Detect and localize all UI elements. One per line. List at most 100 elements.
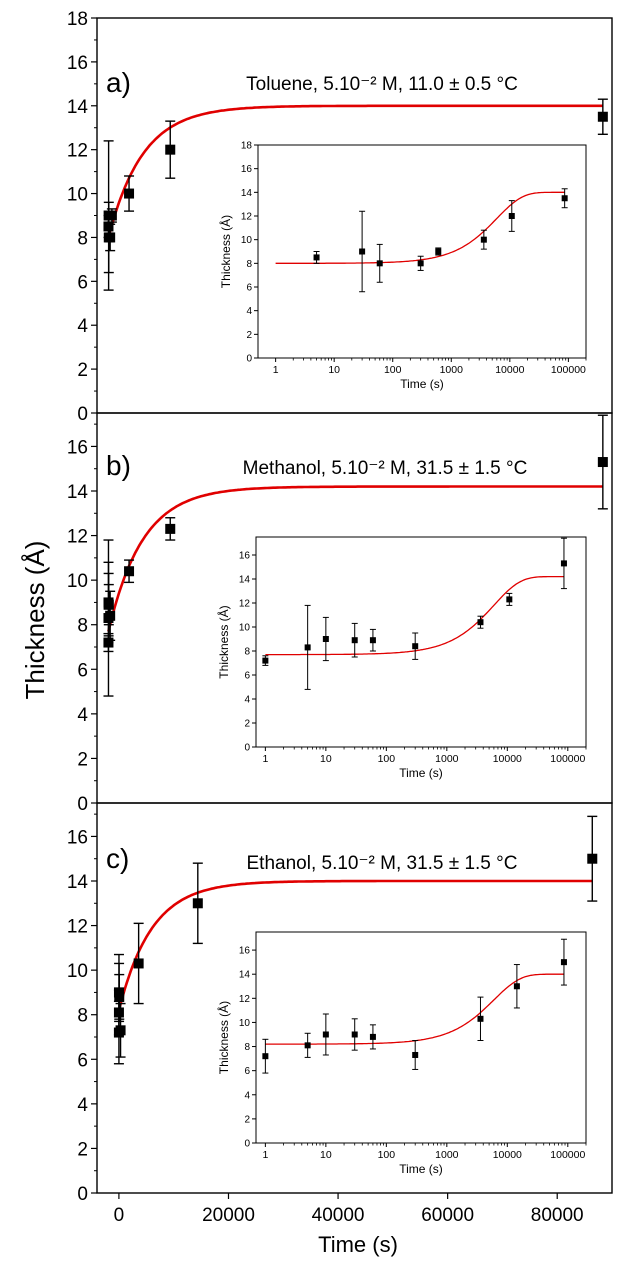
marker — [597, 111, 608, 122]
data-point — [124, 559, 135, 584]
inset-x-tick-label: 1 — [262, 1149, 268, 1161]
inset-data-point — [262, 655, 269, 666]
y-tick-label: 16 — [67, 53, 88, 74]
inset-y-tick-label: 14 — [241, 188, 253, 199]
inset-data-point — [435, 247, 442, 256]
inset-marker — [560, 959, 567, 966]
x-tick-label: 20000 — [202, 1205, 255, 1226]
marker — [114, 991, 125, 1002]
inset-marker — [313, 254, 320, 261]
inset-x-tick-label: 100 — [384, 364, 402, 376]
inset-data-point — [369, 628, 376, 652]
inset-x-tick-label: 10000 — [493, 753, 522, 765]
inset-data-point — [369, 1024, 376, 1050]
inset-xlabel: Time (s) — [400, 377, 444, 391]
inset-y-tick-label: 4 — [244, 695, 250, 706]
inset-y-tick-label: 2 — [244, 719, 250, 730]
data-point — [115, 1002, 126, 1058]
marker — [192, 898, 203, 909]
y-tick-label: 18 — [67, 9, 88, 30]
y-tick-label: 8 — [77, 1006, 88, 1027]
inset-2: 0 2 4 6 8 10 12 14 16 1 10 100 1000 10000 100000 Time (… — [216, 536, 587, 780]
figure-ylabel: Thickness (Å) — [20, 541, 50, 700]
data-point — [114, 973, 125, 1020]
inset-y-tick-label: 10 — [241, 235, 253, 246]
inset-xlabel: Time (s) — [399, 766, 443, 780]
panel-title: Ethanol, 5.10⁻² M, 31.5 ± 1.5 °C — [247, 853, 518, 874]
inset-y-tick-label: 16 — [239, 946, 251, 957]
y-tick-label: 14 — [67, 482, 89, 503]
fit-curve — [107, 485, 603, 632]
inset-data-point — [351, 622, 358, 658]
marker — [103, 599, 114, 610]
y-tick-label: 0 — [77, 794, 88, 815]
y-tick-label: 4 — [77, 1095, 88, 1116]
data-point — [124, 175, 135, 212]
panel-frame — [96, 802, 613, 1194]
marker — [124, 566, 135, 577]
panel-title: Methanol, 5.10⁻² M, 31.5 ± 1.5 °C — [243, 458, 528, 479]
inset-marker — [322, 1031, 329, 1038]
inset-3: 0 2 4 6 8 10 12 14 16 1 10 100 1000 10000 100000 Time (… — [216, 931, 587, 1176]
inset-x-tick-label: 10 — [328, 364, 340, 376]
y-tick-label: 10 — [67, 185, 88, 206]
inset-data-point — [351, 1018, 358, 1051]
y-tick-label: 0 — [77, 1184, 88, 1205]
inset-marker — [351, 1031, 358, 1038]
inset-marker — [376, 260, 383, 267]
inset-marker — [417, 260, 424, 267]
inset-x-tick-label: 100000 — [550, 1149, 585, 1161]
y-tick-label: 4 — [77, 705, 88, 726]
inset-x-tick-label: 10000 — [493, 1149, 522, 1161]
y-tick-label: 14 — [67, 872, 89, 893]
inset-marker — [508, 213, 515, 219]
y-tick-label: 12 — [67, 917, 88, 938]
inset-frame — [257, 144, 587, 359]
inset-data-point — [412, 1040, 419, 1070]
y-tick-label: 2 — [77, 749, 88, 770]
inset-y-tick-label: 4 — [246, 306, 252, 317]
inset-y-tick-label: 12 — [241, 212, 253, 223]
y-tick-label: 16 — [67, 827, 88, 848]
marker — [115, 1025, 126, 1036]
inset-marker — [477, 619, 484, 626]
inset-x-tick-label: 1 — [273, 364, 279, 376]
y-tick-label: 6 — [77, 272, 88, 293]
data-point — [165, 120, 176, 179]
inset-marker — [262, 657, 269, 664]
inset-data-point — [322, 616, 329, 662]
inset-ylabel: Thickness (Å) — [218, 215, 233, 288]
inset-x-tick-label: 100000 — [551, 364, 586, 376]
y-tick-label: 14 — [67, 97, 89, 118]
inset-marker — [560, 560, 567, 567]
inset-data-point — [304, 1032, 311, 1058]
inset-data-point — [506, 592, 513, 606]
inset-y-tick-label: 8 — [244, 1042, 250, 1053]
inset-1: 0 2 4 6 8 10 12 14 16 18 1 10 100 1000 10000 100000 Time… — [218, 141, 587, 391]
inset-y-tick-label: 6 — [246, 283, 252, 294]
marker — [587, 853, 598, 864]
inset-data-point — [480, 229, 487, 250]
data-point — [105, 590, 116, 642]
y-tick-label: 10 — [67, 571, 88, 592]
inset-x-tick-label: 100 — [378, 1149, 396, 1161]
inset-y-tick-label: 0 — [244, 743, 250, 754]
inset-data-point — [477, 615, 484, 629]
figure-xlabel: Time (s) — [318, 1232, 398, 1257]
inset-marker — [513, 983, 520, 990]
inset-marker — [351, 637, 358, 644]
inset-frame — [255, 536, 587, 748]
inset-marker — [262, 1053, 269, 1060]
inset-y-tick-label: 16 — [239, 551, 251, 562]
inset-marker — [304, 1042, 311, 1049]
x-tick-label: 40000 — [312, 1205, 365, 1226]
y-tick-label: 12 — [67, 527, 88, 548]
panel-title: Toluene, 5.10⁻² M, 11.0 ± 0.5 °C — [246, 74, 518, 95]
inset-y-tick-label: 14 — [239, 575, 251, 586]
inset-ylabel: Thickness (Å) — [216, 1001, 231, 1074]
